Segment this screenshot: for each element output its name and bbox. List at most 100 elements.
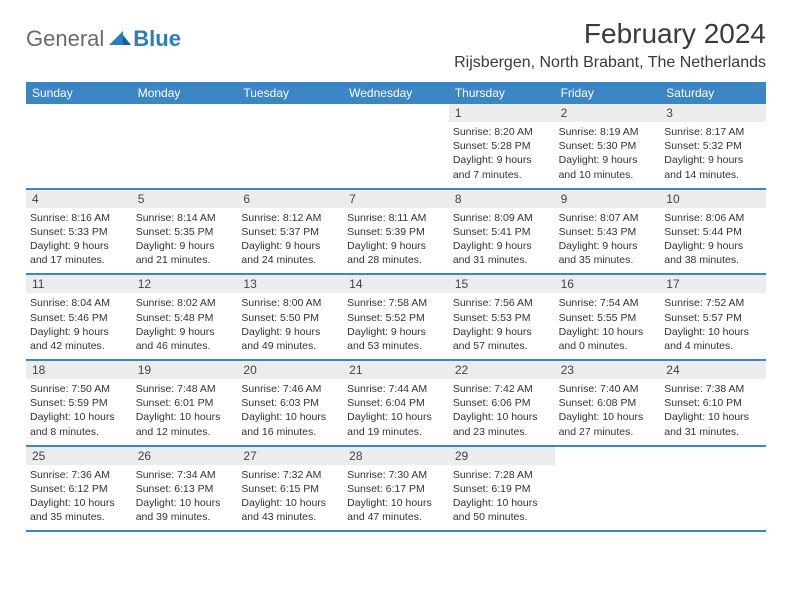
sunset-text: Sunset: 6:17 PM — [347, 482, 445, 496]
sunrise-text: Sunrise: 7:50 AM — [30, 382, 128, 396]
sunset-text: Sunset: 5:39 PM — [347, 225, 445, 239]
calendar-cell: 2 Sunrise: 8:19 AMSunset: 5:30 PMDaylight… — [555, 104, 661, 188]
calendar-week: 25 Sunrise: 7:36 AMSunset: 6:12 PMDayligh… — [26, 447, 766, 533]
calendar-cell: 5Sunrise: 8:14 AMSunset: 5:35 PMDaylight… — [132, 190, 238, 274]
calendar-week: 18Sunrise: 7:50 AMSunset: 5:59 PMDayligh… — [26, 361, 766, 447]
logo-text-blue: Blue — [133, 26, 181, 52]
day-info: Sunrise: 8:17 AMSunset: 5:32 PMDaylight:… — [664, 125, 762, 182]
day-info: Sunrise: 8:06 AMSunset: 5:44 PMDaylight:… — [664, 211, 762, 268]
calendar-cell: 6Sunrise: 8:12 AMSunset: 5:37 PMDaylight… — [237, 190, 343, 274]
daylight-text: Daylight: 10 hours and 27 minutes. — [559, 410, 657, 438]
sunset-text: Sunset: 5:30 PM — [559, 139, 657, 153]
calendar-cell: 26Sunrise: 7:34 AMSunset: 6:13 PMDayligh… — [132, 447, 238, 531]
sunset-text: Sunset: 5:48 PM — [136, 311, 234, 325]
daylight-text: Daylight: 10 hours and 47 minutes. — [347, 496, 445, 524]
calendar-cell: 18Sunrise: 7:50 AMSunset: 5:59 PMDayligh… — [26, 361, 132, 445]
calendar-cell: 20Sunrise: 7:46 AMSunset: 6:03 PMDayligh… — [237, 361, 343, 445]
sunset-text: Sunset: 6:15 PM — [241, 482, 339, 496]
daylight-text: Daylight: 10 hours and 31 minutes. — [664, 410, 762, 438]
calendar-cell: 27Sunrise: 7:32 AMSunset: 6:15 PMDayligh… — [237, 447, 343, 531]
calendar-cell: 19Sunrise: 7:48 AMSunset: 6:01 PMDayligh… — [132, 361, 238, 445]
day-number — [555, 447, 661, 464]
daylight-text: Daylight: 9 hours and 49 minutes. — [241, 325, 339, 353]
day-number: 22 — [449, 361, 555, 379]
month-title: February 2024 — [454, 18, 766, 50]
day-number: 16 — [555, 275, 661, 293]
daylight-text: Daylight: 10 hours and 12 minutes. — [136, 410, 234, 438]
sunset-text: Sunset: 5:44 PM — [664, 225, 762, 239]
day-number: 6 — [237, 190, 343, 208]
daylight-text: Daylight: 9 hours and 21 minutes. — [136, 239, 234, 267]
day-info: Sunrise: 8:07 AMSunset: 5:43 PMDaylight:… — [559, 211, 657, 268]
daylight-text: Daylight: 10 hours and 43 minutes. — [241, 496, 339, 524]
day-info: Sunrise: 7:34 AMSunset: 6:13 PMDaylight:… — [136, 468, 234, 525]
daylight-text: Daylight: 9 hours and 35 minutes. — [559, 239, 657, 267]
day-info: Sunrise: 8:14 AMSunset: 5:35 PMDaylight:… — [136, 211, 234, 268]
calendar-cell — [132, 104, 238, 188]
calendar-cell: 21Sunrise: 7:44 AMSunset: 6:04 PMDayligh… — [343, 361, 449, 445]
sunrise-text: Sunrise: 7:34 AM — [136, 468, 234, 482]
day-number: 2 — [555, 104, 661, 122]
calendar-cell: 3Sunrise: 8:17 AMSunset: 5:32 PMDaylight… — [660, 104, 766, 188]
day-number: 4 — [26, 190, 132, 208]
day-number: 15 — [449, 275, 555, 293]
daylight-text: Daylight: 9 hours and 31 minutes. — [453, 239, 551, 267]
day-info: Sunrise: 7:56 AMSunset: 5:53 PMDaylight:… — [453, 296, 551, 353]
day-info: Sunrise: 8:19 AMSunset: 5:30 PMDaylight:… — [559, 125, 657, 182]
location-subtitle: Rijsbergen, North Brabant, The Netherlan… — [454, 54, 766, 72]
day-number: 21 — [343, 361, 449, 379]
day-info: Sunrise: 7:46 AMSunset: 6:03 PMDaylight:… — [241, 382, 339, 439]
sunset-text: Sunset: 6:19 PM — [453, 482, 551, 496]
sunrise-text: Sunrise: 7:32 AM — [241, 468, 339, 482]
logo-triangle-icon — [109, 29, 131, 50]
day-info: Sunrise: 7:36 AMSunset: 6:12 PMDaylight:… — [30, 468, 128, 525]
day-number: 10 — [660, 190, 766, 208]
day-number: 25 — [26, 447, 132, 465]
calendar-cell: 16Sunrise: 7:54 AMSunset: 5:55 PMDayligh… — [555, 275, 661, 359]
calendar-cell — [26, 104, 132, 188]
daylight-text: Daylight: 10 hours and 8 minutes. — [30, 410, 128, 438]
day-number — [132, 104, 238, 121]
daylight-text: Daylight: 9 hours and 17 minutes. — [30, 239, 128, 267]
day-info: Sunrise: 7:48 AMSunset: 6:01 PMDaylight:… — [136, 382, 234, 439]
sunrise-text: Sunrise: 7:56 AM — [453, 296, 551, 310]
sunset-text: Sunset: 5:57 PM — [664, 311, 762, 325]
sunrise-text: Sunrise: 7:38 AM — [664, 382, 762, 396]
calendar-cell: 10 Sunrise: 8:06 AMSunset: 5:44 PMDayligh… — [660, 190, 766, 274]
sunrise-text: Sunrise: 7:44 AM — [347, 382, 445, 396]
sunrise-text: Sunrise: 8:06 AM — [664, 211, 762, 225]
day-info: Sunrise: 8:16 AMSunset: 5:33 PMDaylight:… — [30, 211, 128, 268]
dayname: Monday — [132, 82, 238, 104]
daylight-text: Daylight: 9 hours and 38 minutes. — [664, 239, 762, 267]
calendar-week: 4 Sunrise: 8:16 AMSunset: 5:33 PMDaylight… — [26, 190, 766, 276]
daylight-text: Daylight: 10 hours and 16 minutes. — [241, 410, 339, 438]
day-info: Sunrise: 7:28 AMSunset: 6:19 PMDaylight:… — [453, 468, 551, 525]
sunrise-text: Sunrise: 7:36 AM — [30, 468, 128, 482]
day-number — [343, 104, 449, 121]
dayname: Thursday — [449, 82, 555, 104]
calendar-cell: 15 Sunrise: 7:56 AMSunset: 5:53 PMDayligh… — [449, 275, 555, 359]
sunrise-text: Sunrise: 8:09 AM — [453, 211, 551, 225]
calendar-cell: 1Sunrise: 8:20 AMSunset: 5:28 PMDaylight… — [449, 104, 555, 188]
day-number — [26, 104, 132, 121]
sunset-text: Sunset: 6:01 PM — [136, 396, 234, 410]
calendar-cell: 9Sunrise: 8:07 AMSunset: 5:43 PMDaylight… — [555, 190, 661, 274]
dayname: Wednesday — [343, 82, 449, 104]
day-info: Sunrise: 8:09 AMSunset: 5:41 PMDaylight:… — [453, 211, 551, 268]
day-info: Sunrise: 7:58 AMSunset: 5:52 PMDaylight:… — [347, 296, 445, 353]
daylight-text: Daylight: 9 hours and 57 minutes. — [453, 325, 551, 353]
calendar-cell: 17Sunrise: 7:52 AMSunset: 5:57 PMDayligh… — [660, 275, 766, 359]
calendar-cell: 24Sunrise: 7:38 AMSunset: 6:10 PMDayligh… — [660, 361, 766, 445]
calendar-cell: 29Sunrise: 7:28 AMSunset: 6:19 PMDayligh… — [449, 447, 555, 531]
day-number: 28 — [343, 447, 449, 465]
sunset-text: Sunset: 6:13 PM — [136, 482, 234, 496]
calendar-cell: 7Sunrise: 8:11 AMSunset: 5:39 PMDaylight… — [343, 190, 449, 274]
day-info: Sunrise: 7:52 AMSunset: 5:57 PMDaylight:… — [664, 296, 762, 353]
day-info: Sunrise: 7:50 AMSunset: 5:59 PMDaylight:… — [30, 382, 128, 439]
calendar-cell: 11Sunrise: 8:04 AMSunset: 5:46 PMDayligh… — [26, 275, 132, 359]
calendar-cell: 12Sunrise: 8:02 AMSunset: 5:48 PMDayligh… — [132, 275, 238, 359]
sunset-text: Sunset: 5:33 PM — [30, 225, 128, 239]
sunrise-text: Sunrise: 7:48 AM — [136, 382, 234, 396]
daylight-text: Daylight: 10 hours and 19 minutes. — [347, 410, 445, 438]
daylight-text: Daylight: 10 hours and 39 minutes. — [136, 496, 234, 524]
